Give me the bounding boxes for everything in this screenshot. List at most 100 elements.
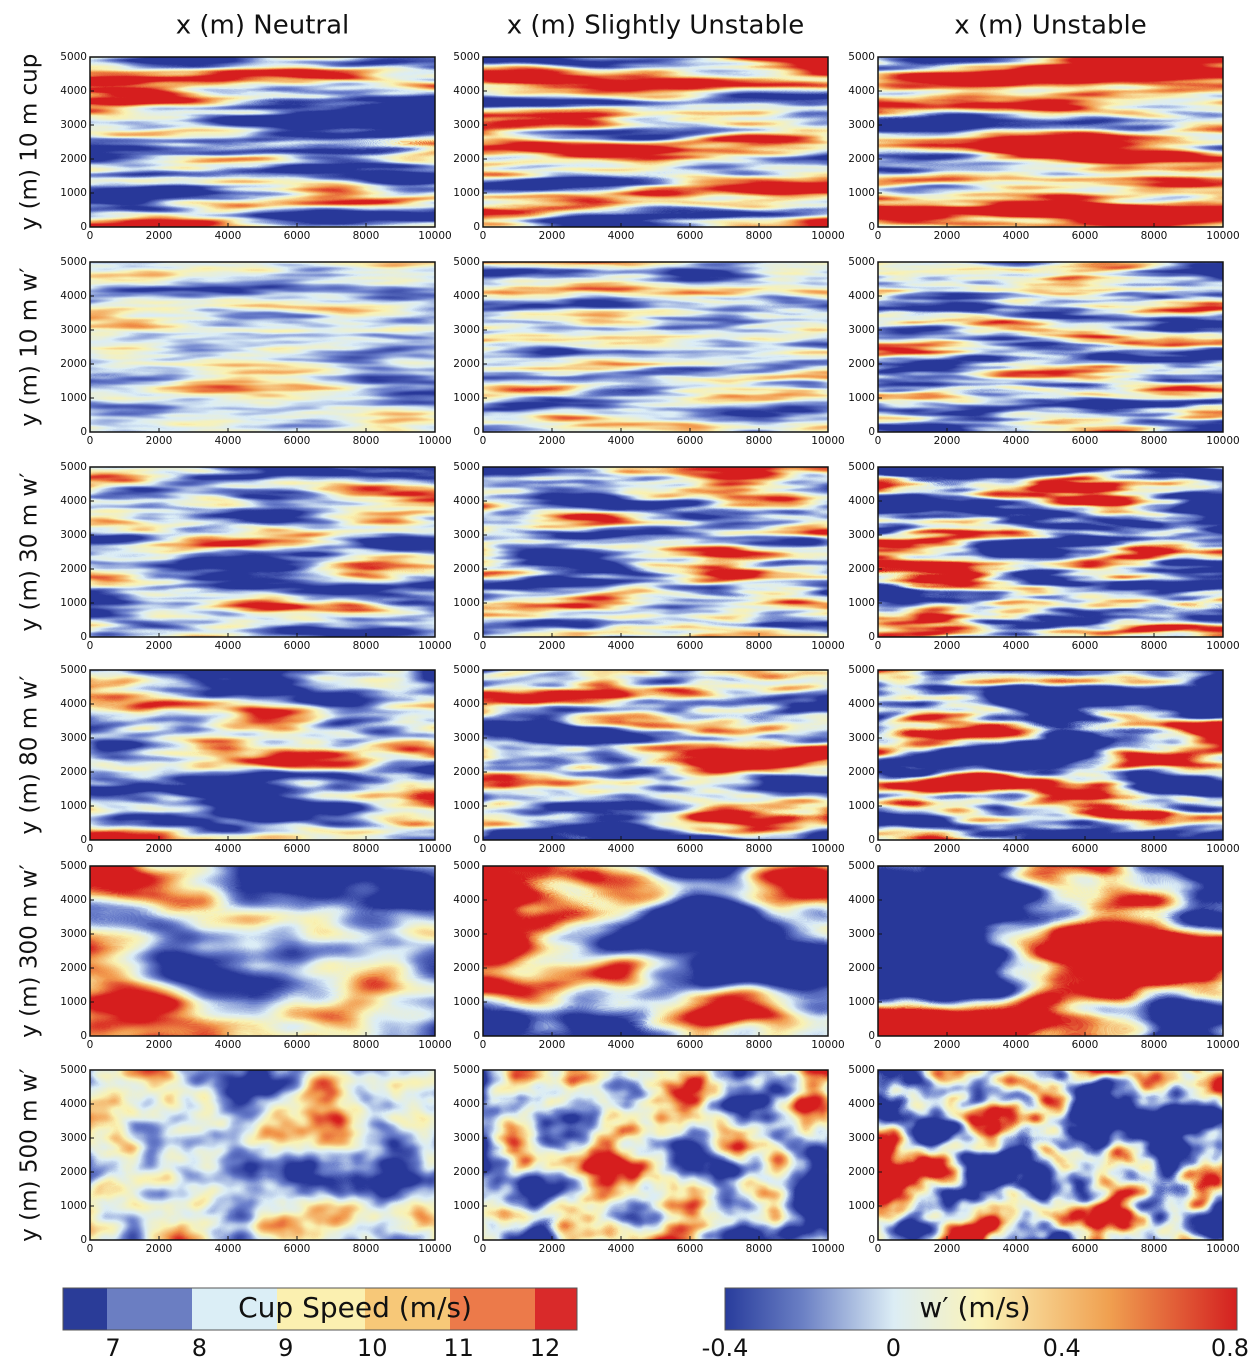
colorbar-tick-label: 7 (105, 1334, 120, 1362)
x-tick-label: 6000 (677, 640, 704, 652)
x-tick-label: 6000 (1072, 640, 1099, 652)
x-tick-label: 10000 (811, 843, 844, 855)
x-tick-label: 4000 (1003, 640, 1030, 652)
x-tick-label: 4000 (215, 1243, 242, 1255)
y-tick-label: 3000 (453, 119, 480, 131)
panel-frame (482, 865, 829, 1037)
x-tick-label: 10000 (418, 1039, 451, 1051)
x-tick-label: 6000 (677, 843, 704, 855)
x-tick-label: 6000 (677, 230, 704, 242)
y-tick-label: 1000 (848, 996, 875, 1008)
y-tick-label: 0 (868, 221, 875, 233)
colorbar-tick-label: 9 (278, 1334, 293, 1362)
y-tick-label: 3000 (848, 1132, 875, 1144)
colorbar-tick-label: 0 (886, 1334, 901, 1362)
y-tick-label: 4000 (453, 894, 480, 906)
x-tick-label: 4000 (215, 843, 242, 855)
x-tick-label: 4000 (608, 640, 635, 652)
w-colorbar (724, 1287, 1238, 1331)
y-tick-label: 5000 (848, 461, 875, 473)
panel-frame (89, 669, 436, 841)
x-tick-label: 10000 (811, 1039, 844, 1051)
x-tick-label: 4000 (1003, 1039, 1030, 1051)
y-tick-label: 5000 (60, 256, 87, 268)
x-tick-label: 2000 (934, 640, 961, 652)
y-tick-label: 0 (80, 834, 87, 846)
colorbar-tick-label: 0.4 (1043, 1334, 1081, 1362)
y-tick-label: 4000 (60, 495, 87, 507)
y-tick-label: 1000 (60, 187, 87, 199)
x-tick-label: 10000 (811, 230, 844, 242)
y-tick-label: 5000 (848, 51, 875, 63)
y-tick-label: 3000 (453, 1132, 480, 1144)
y-tick-label: 2000 (848, 766, 875, 778)
y-tick-label: 1000 (453, 187, 480, 199)
x-tick-label: 4000 (1003, 435, 1030, 447)
x-tick-label: 6000 (1072, 230, 1099, 242)
x-tick-label: 4000 (608, 230, 635, 242)
x-tick-label: 0 (480, 1039, 487, 1051)
column-title: x (m) Unstable (954, 11, 1146, 41)
y-tick-label: 4000 (453, 1098, 480, 1110)
y-tick-label: 3000 (60, 324, 87, 336)
x-tick-label: 2000 (539, 230, 566, 242)
x-tick-label: 0 (87, 1039, 94, 1051)
y-tick-label: 5000 (453, 51, 480, 63)
x-tick-label: 8000 (353, 640, 380, 652)
x-tick-label: 0 (87, 843, 94, 855)
x-tick-label: 8000 (1141, 1243, 1168, 1255)
x-tick-label: 2000 (146, 843, 173, 855)
x-tick-label: 0 (875, 1243, 882, 1255)
x-tick-label: 4000 (608, 1243, 635, 1255)
panel-frame (877, 1069, 1224, 1241)
x-tick-label: 0 (87, 435, 94, 447)
colorbar-tick-label: 11 (443, 1334, 474, 1362)
field-panel (90, 866, 435, 1036)
x-tick-label: 10000 (1206, 230, 1239, 242)
field-panel (483, 670, 828, 840)
x-tick-label: 6000 (284, 435, 311, 447)
y-tick-label: 5000 (848, 256, 875, 268)
y-tick-label: 3000 (848, 324, 875, 336)
y-tick-label: 4000 (848, 495, 875, 507)
x-tick-label: 6000 (284, 1039, 311, 1051)
panel-frame (89, 466, 436, 638)
y-tick-label: 2000 (453, 563, 480, 575)
x-tick-label: 0 (87, 640, 94, 652)
field-panel (878, 262, 1223, 432)
colorbar-label: w′ (m/s) (919, 1291, 1030, 1324)
y-tick-label: 1000 (453, 1200, 480, 1212)
y-tick-label: 0 (80, 631, 87, 643)
y-tick-label: 4000 (453, 495, 480, 507)
y-tick-label: 5000 (60, 1064, 87, 1076)
x-tick-label: 2000 (539, 1243, 566, 1255)
x-tick-label: 4000 (1003, 843, 1030, 855)
x-tick-label: 0 (480, 640, 487, 652)
x-tick-label: 0 (480, 843, 487, 855)
y-tick-label: 4000 (848, 290, 875, 302)
x-tick-label: 8000 (746, 230, 773, 242)
x-tick-label: 8000 (353, 1039, 380, 1051)
y-tick-label: 4000 (453, 85, 480, 97)
y-tick-label: 5000 (848, 860, 875, 872)
y-tick-label: 2000 (60, 358, 87, 370)
y-tick-label: 4000 (848, 698, 875, 710)
y-tick-label: 1000 (848, 187, 875, 199)
x-tick-label: 0 (87, 1243, 94, 1255)
x-tick-label: 0 (875, 640, 882, 652)
field-panel (483, 57, 828, 227)
x-tick-label: 10000 (811, 435, 844, 447)
y-tick-label: 3000 (453, 529, 480, 541)
panel-frame (877, 261, 1224, 433)
y-tick-label: 5000 (60, 461, 87, 473)
x-tick-label: 6000 (284, 230, 311, 242)
x-tick-label: 0 (875, 435, 882, 447)
y-tick-label: 3000 (848, 928, 875, 940)
x-tick-label: 6000 (284, 1243, 311, 1255)
x-tick-label: 2000 (934, 1039, 961, 1051)
colorbar-tick-label: -0.4 (702, 1334, 749, 1362)
y-tick-label: 5000 (453, 664, 480, 676)
x-tick-label: 2000 (934, 843, 961, 855)
column-title: x (m) Neutral (176, 11, 350, 41)
